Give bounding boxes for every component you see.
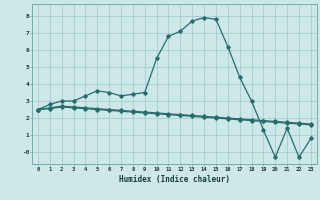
X-axis label: Humidex (Indice chaleur): Humidex (Indice chaleur) xyxy=(119,175,230,184)
